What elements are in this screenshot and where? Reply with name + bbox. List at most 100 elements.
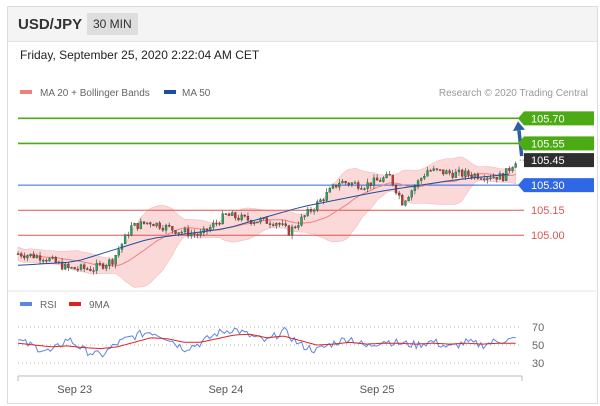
- candle-body: [401, 195, 404, 206]
- instrument-symbol: USD/JPY: [18, 16, 83, 33]
- candle-body: [83, 264, 86, 269]
- candle-body: [76, 268, 79, 271]
- candle-body: [404, 200, 407, 206]
- candle-body: [48, 258, 51, 262]
- candle-body: [51, 257, 54, 259]
- candle-body: [413, 186, 417, 191]
- level-tag-resistance: [524, 111, 594, 126]
- candle-body: [467, 170, 470, 176]
- candle-body: [16, 253, 20, 255]
- candle-body: [199, 232, 202, 236]
- candle-body: [231, 212, 234, 216]
- candle-body: [215, 222, 218, 225]
- candle-body: [237, 217, 240, 221]
- candle-body: [281, 223, 284, 225]
- nine-ma-line: [17, 333, 516, 350]
- candle-body: [35, 255, 39, 259]
- candle-body: [174, 230, 177, 234]
- candle-body: [29, 253, 32, 256]
- candle-body: [158, 222, 161, 229]
- candle-body: [253, 222, 256, 224]
- candle-body: [123, 234, 127, 245]
- candle-body: [353, 182, 357, 184]
- time-axis-label: Sep 24: [208, 384, 243, 396]
- candle-body: [117, 249, 120, 256]
- candle-body: [202, 228, 206, 233]
- candle-body: [98, 263, 102, 265]
- candle-body: [275, 223, 278, 226]
- level-lines: [18, 117, 524, 236]
- candle-body: [101, 263, 105, 269]
- rsi-legend-swatch: [20, 302, 32, 306]
- candle-body: [432, 168, 435, 171]
- candle-body: [476, 174, 480, 179]
- candle-body: [454, 171, 458, 178]
- ma50-legend-swatch: [164, 90, 176, 94]
- research-credit: Research © 2020 Trading Central: [439, 88, 588, 99]
- candle-body: [108, 259, 111, 266]
- candle-body: [322, 199, 325, 201]
- rsi-tick-label: 30: [532, 358, 544, 370]
- rsi-legend-label: RSI: [40, 300, 57, 311]
- candle-body: [316, 201, 319, 211]
- candle-body: [79, 264, 83, 270]
- candle-body: [344, 181, 347, 184]
- candle-body: [218, 223, 221, 225]
- rsi-tick-label: 50: [532, 340, 544, 352]
- candle-body: [60, 261, 64, 270]
- candle-body: [470, 175, 473, 178]
- nine-ma-legend-swatch: [69, 302, 81, 306]
- level-label-resistance: 105.55: [531, 138, 565, 150]
- candle-body: [508, 168, 511, 171]
- candle-body: [420, 178, 423, 181]
- chart-timestamp: Friday, September 25, 2020 2:22:04 AM CE…: [20, 48, 260, 62]
- candle-body: [256, 221, 259, 224]
- candle-body: [105, 265, 108, 269]
- candle-body: [193, 233, 196, 235]
- candle-body: [379, 180, 382, 182]
- candle-body: [328, 188, 332, 193]
- candle-body: [234, 212, 237, 219]
- candle-body: [145, 222, 149, 224]
- candle-body: [331, 184, 335, 189]
- candle-body: [357, 182, 360, 189]
- candle-body: [161, 228, 165, 231]
- candle-body: [164, 224, 168, 231]
- candle-body: [486, 177, 489, 180]
- candle-body: [306, 209, 309, 216]
- candle-body: [435, 168, 439, 170]
- ma50-line: [17, 173, 510, 266]
- candle-body: [186, 228, 190, 237]
- level-tag-pointer: [518, 136, 524, 151]
- candle-body: [127, 234, 130, 236]
- candle-body: [498, 173, 502, 180]
- candle-body: [243, 214, 246, 217]
- candle-body: [388, 173, 391, 176]
- nine-ma-legend-label: 9MA: [89, 300, 110, 311]
- candle-body: [297, 225, 300, 228]
- candle-body: [271, 224, 275, 226]
- candle-body: [341, 181, 344, 184]
- candle-body: [45, 259, 48, 262]
- candle-body: [130, 225, 133, 236]
- candle-body: [64, 263, 67, 270]
- candle-body: [397, 192, 401, 196]
- candle-body: [416, 180, 420, 187]
- candle-body: [265, 217, 269, 224]
- candle-body: [312, 209, 316, 212]
- chart-header: USD/JPY 30 MIN: [8, 7, 597, 42]
- candle-body: [268, 223, 272, 225]
- candle-body: [171, 226, 174, 231]
- candle-body: [492, 176, 495, 179]
- candle-body: [360, 188, 363, 190]
- candle-body: [290, 226, 294, 236]
- level-label-pivot: 105.30: [531, 180, 565, 192]
- current-price-tag: [524, 153, 594, 168]
- candle-body: [89, 268, 92, 271]
- candle-body: [407, 197, 410, 202]
- candle-body: [278, 223, 281, 225]
- candle-body: [111, 259, 114, 265]
- candle-body: [325, 192, 328, 201]
- timeframe-badge[interactable]: 30 MIN: [87, 13, 138, 35]
- candle-body: [73, 267, 76, 270]
